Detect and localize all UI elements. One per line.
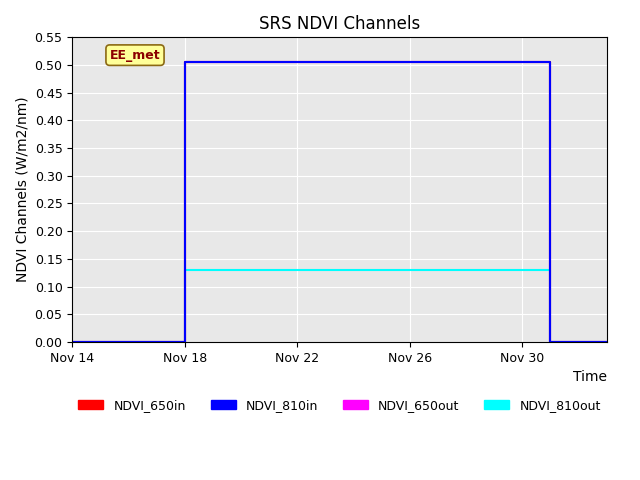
NDVI_810in bbox=[547, 60, 554, 65]
Line: NDVI_650out: NDVI_650out bbox=[72, 62, 607, 342]
Line: NDVI_810in: NDVI_810in bbox=[72, 62, 607, 342]
Legend: NDVI_650in, NDVI_810in, NDVI_650out, NDVI_810out: NDVI_650in, NDVI_810in, NDVI_650out, NDV… bbox=[73, 394, 606, 417]
NDVI_650in bbox=[181, 339, 189, 345]
X-axis label: Time: Time bbox=[573, 370, 607, 384]
NDVI_810out bbox=[547, 339, 554, 345]
NDVI_810in bbox=[603, 339, 611, 345]
Line: NDVI_650in: NDVI_650in bbox=[72, 62, 607, 342]
NDVI_810out bbox=[68, 339, 76, 345]
NDVI_810in bbox=[181, 60, 189, 65]
NDVI_810in bbox=[181, 339, 189, 345]
NDVI_810out bbox=[181, 267, 189, 273]
NDVI_810out bbox=[603, 339, 611, 345]
Line: NDVI_810out: NDVI_810out bbox=[72, 270, 607, 342]
NDVI_650out bbox=[181, 60, 189, 65]
NDVI_810in bbox=[547, 339, 554, 345]
NDVI_650out bbox=[181, 339, 189, 345]
Text: EE_met: EE_met bbox=[109, 48, 160, 61]
NDVI_650out bbox=[547, 339, 554, 345]
NDVI_650out bbox=[603, 339, 611, 345]
NDVI_650out bbox=[68, 339, 76, 345]
NDVI_810out bbox=[181, 339, 189, 345]
Title: SRS NDVI Channels: SRS NDVI Channels bbox=[259, 15, 420, 33]
NDVI_650out bbox=[547, 60, 554, 65]
Y-axis label: NDVI Channels (W/m2/nm): NDVI Channels (W/m2/nm) bbox=[15, 97, 29, 282]
NDVI_650in bbox=[547, 339, 554, 345]
NDVI_650in bbox=[68, 339, 76, 345]
NDVI_650in bbox=[181, 60, 189, 65]
NDVI_650in bbox=[547, 60, 554, 65]
NDVI_810out bbox=[547, 267, 554, 273]
NDVI_650in bbox=[603, 339, 611, 345]
NDVI_810in bbox=[68, 339, 76, 345]
